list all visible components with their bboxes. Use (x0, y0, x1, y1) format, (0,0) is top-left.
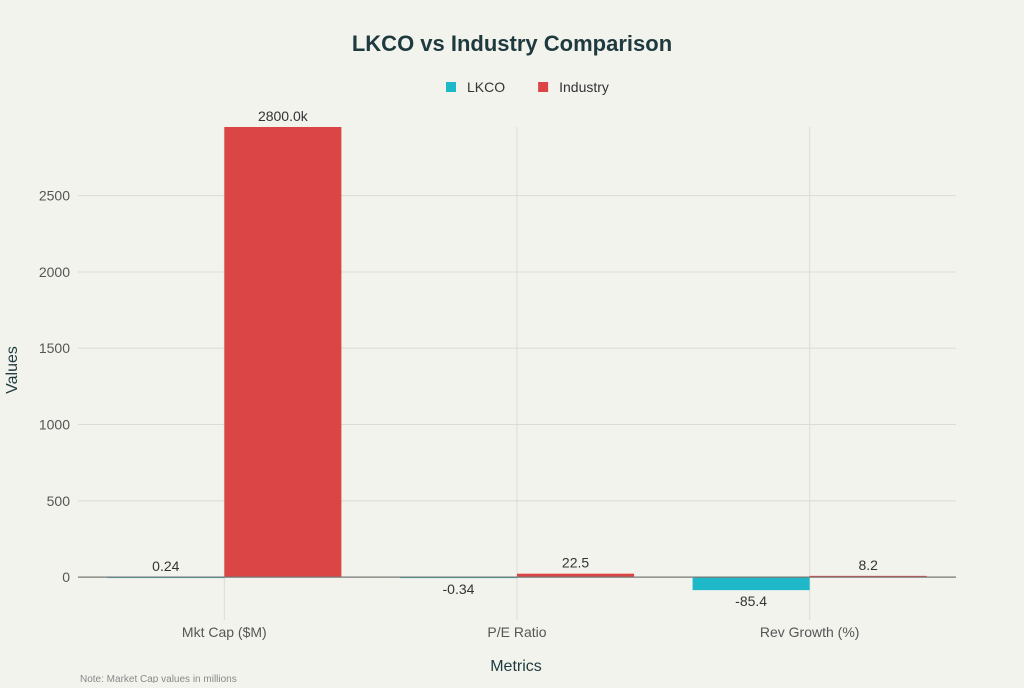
data-label: 8.2 (858, 557, 878, 573)
bar-industry-1 (517, 573, 635, 578)
data-label: -85.4 (735, 593, 767, 609)
data-labels: 0.24 -0.34 -85.4 2800.0k 22.5 8.2 (152, 108, 878, 609)
legend-swatch-industry (538, 82, 549, 92)
y-tick-label: 1000 (39, 417, 70, 433)
legend-label-industry: Industry (559, 79, 609, 95)
data-label: -0.34 (443, 581, 475, 597)
legend: LKCO Industry (446, 79, 609, 95)
y-tick-label: 2000 (39, 264, 70, 280)
grid (78, 127, 956, 620)
legend-swatch-lkco (446, 82, 456, 92)
bar-industry-2 (809, 575, 927, 578)
bars (107, 127, 927, 591)
y-tick-label: 500 (47, 493, 71, 509)
axes: 0 500 1000 1500 2000 2500 Mkt Cap ($M) P/E Rati… (39, 188, 956, 640)
chart-note: Note: Market Cap values in millions (80, 674, 237, 683)
y-tick-label: 0 (62, 569, 70, 585)
data-label: 0.24 (152, 558, 179, 574)
data-label: 2800.0k (258, 108, 309, 124)
x-tick-label: P/E Ratio (487, 624, 546, 640)
chart-title: LKCO vs Industry Comparison (352, 31, 672, 56)
bar-industry-0 (224, 127, 342, 578)
y-axis-label: Values (4, 346, 21, 394)
data-label: 22.5 (562, 555, 589, 571)
bar-lkco-2 (692, 577, 810, 591)
legend-label-lkco: LKCO (467, 79, 505, 95)
x-tick-label: Rev Growth (%) (760, 624, 860, 640)
y-tick-label: 2500 (39, 188, 70, 204)
y-tick-label: 1500 (39, 340, 70, 356)
x-tick-label: Mkt Cap ($M) (182, 624, 267, 640)
x-axis-label: Metrics (490, 658, 542, 675)
